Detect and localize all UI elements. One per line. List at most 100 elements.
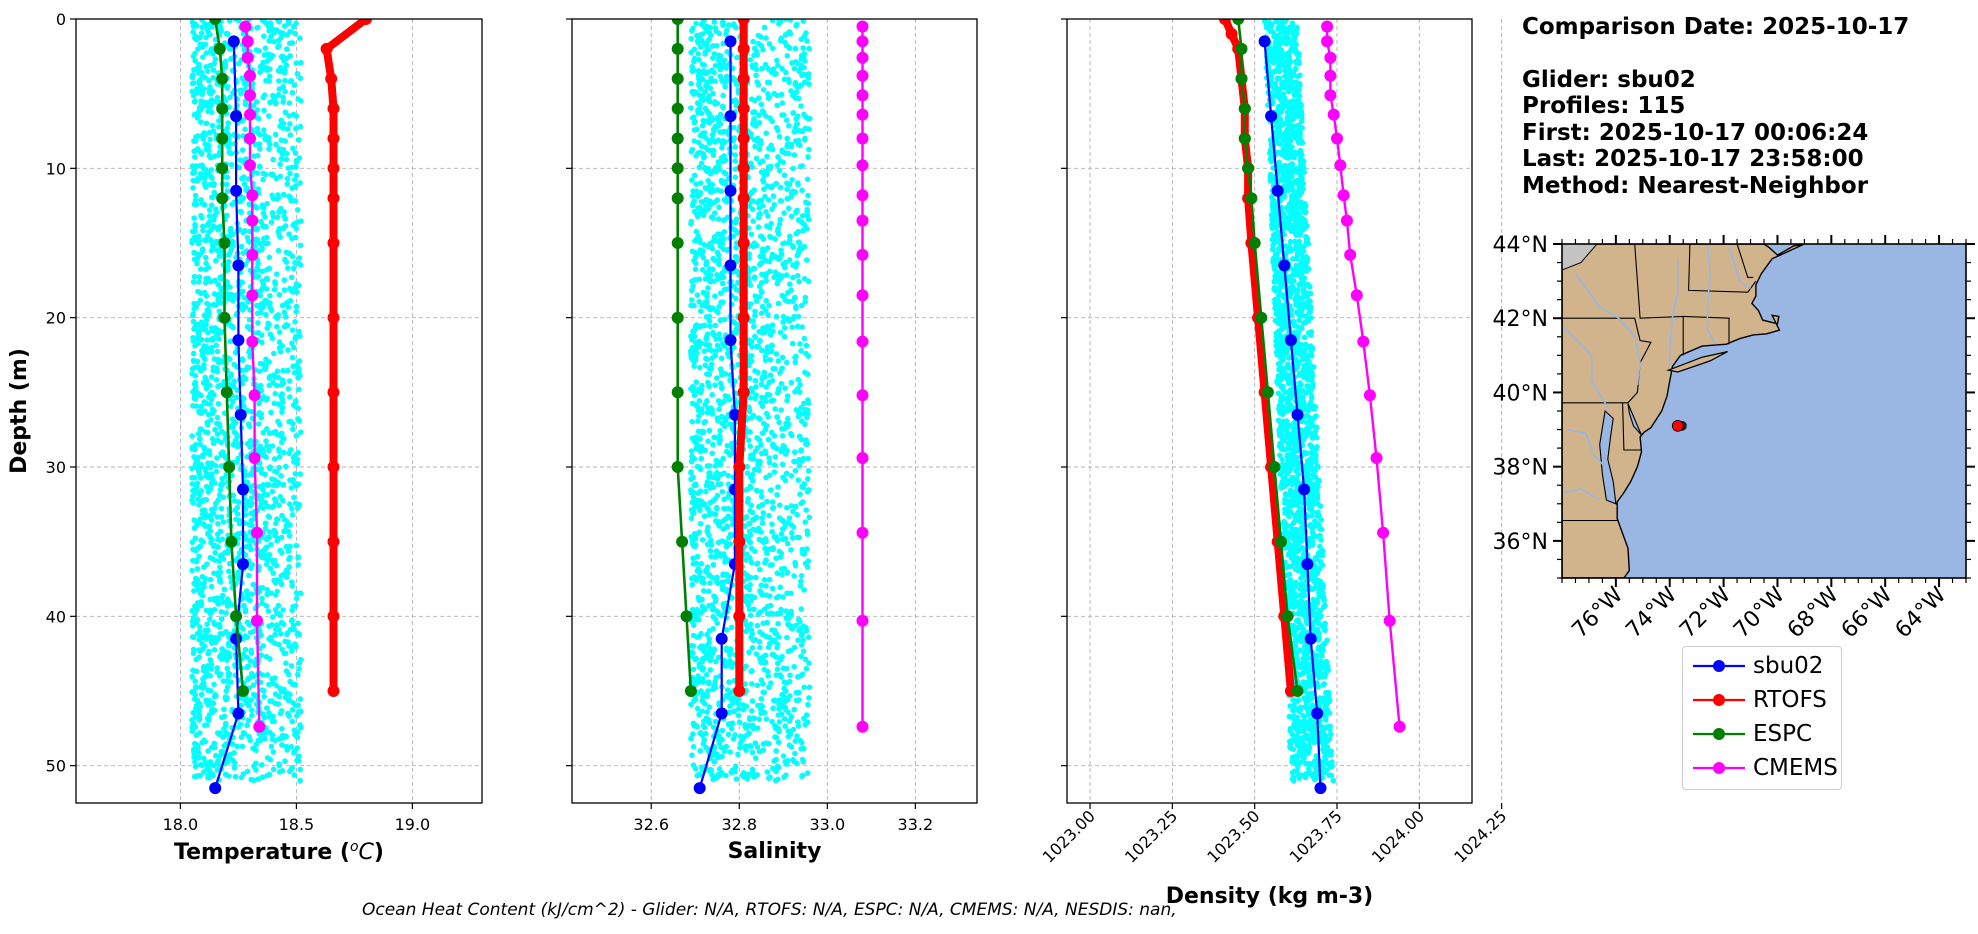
raw-point xyxy=(245,675,252,681)
raw-point xyxy=(805,75,812,81)
raw-point xyxy=(708,78,714,84)
series-point-espc xyxy=(218,237,231,249)
raw-point xyxy=(242,227,248,234)
raw-point xyxy=(292,603,299,609)
raw-point xyxy=(790,756,796,763)
raw-point xyxy=(743,628,749,635)
raw-point xyxy=(286,564,293,570)
raw-point xyxy=(710,266,716,273)
xtick-label: 18.0 xyxy=(163,815,199,834)
raw-point xyxy=(792,750,798,757)
raw-point xyxy=(804,176,811,183)
raw-point xyxy=(789,177,795,183)
raw-point xyxy=(785,298,792,305)
raw-point xyxy=(214,348,221,355)
raw-point xyxy=(776,385,782,392)
series-point-espc xyxy=(671,19,684,25)
raw-point xyxy=(196,279,202,285)
raw-point xyxy=(693,181,699,187)
raw-point xyxy=(784,448,790,454)
raw-point xyxy=(202,739,208,745)
raw-point xyxy=(781,518,787,525)
raw-point xyxy=(713,435,720,441)
raw-point xyxy=(778,35,785,41)
raw-point xyxy=(795,313,802,320)
raw-point xyxy=(218,651,225,658)
raw-point xyxy=(759,515,765,521)
raw-point xyxy=(252,662,258,669)
raw-point xyxy=(695,205,701,211)
raw-point xyxy=(278,534,285,541)
raw-point xyxy=(763,410,770,417)
ylabel-depth: Depth (m) xyxy=(7,348,32,474)
xtick-label: 33.2 xyxy=(898,815,934,834)
raw-point xyxy=(798,302,805,309)
raw-point xyxy=(795,637,801,643)
raw-point xyxy=(715,216,722,222)
raw-point xyxy=(716,406,722,413)
raw-point xyxy=(691,698,697,704)
raw-point xyxy=(799,213,806,219)
raw-point xyxy=(749,698,756,704)
raw-point xyxy=(275,701,282,707)
raw-point xyxy=(249,471,256,478)
raw-point xyxy=(200,769,207,775)
raw-point xyxy=(803,350,809,357)
raw-point xyxy=(706,720,713,727)
raw-point xyxy=(246,316,253,323)
raw-point xyxy=(239,381,246,387)
raw-point xyxy=(278,122,285,128)
raw-point xyxy=(275,247,282,254)
raw-point xyxy=(269,192,275,199)
raw-point xyxy=(247,444,253,450)
series-point-rtofs xyxy=(737,237,750,249)
raw-point xyxy=(206,716,212,722)
raw-point xyxy=(207,554,214,561)
raw-point xyxy=(262,171,269,178)
raw-point xyxy=(760,47,766,53)
raw-point xyxy=(190,80,197,86)
raw-point xyxy=(763,740,769,746)
raw-point xyxy=(714,417,721,424)
raw-point xyxy=(693,20,699,27)
raw-point xyxy=(199,762,205,769)
raw-point xyxy=(197,635,204,641)
series-point-rtofs xyxy=(737,162,750,175)
raw-point xyxy=(202,722,208,728)
raw-point xyxy=(778,251,785,258)
raw-point xyxy=(207,527,213,534)
series-point-rtofs xyxy=(733,685,746,697)
raw-point xyxy=(802,137,808,143)
raw-point xyxy=(707,323,713,330)
raw-point xyxy=(764,153,770,160)
raw-point xyxy=(798,56,805,63)
raw-point xyxy=(704,693,711,699)
raw-point xyxy=(287,28,293,35)
raw-point xyxy=(220,556,227,562)
series-point-sbu02 xyxy=(724,334,737,347)
raw-point xyxy=(698,97,705,103)
raw-point xyxy=(688,448,695,455)
raw-point xyxy=(257,63,264,70)
raw-point xyxy=(756,639,763,645)
raw-point xyxy=(715,159,722,165)
raw-point xyxy=(797,619,803,625)
raw-point xyxy=(209,175,215,181)
raw-point xyxy=(776,419,782,426)
raw-point xyxy=(267,565,274,572)
raw-point xyxy=(704,398,710,404)
raw-point xyxy=(190,689,196,696)
raw-point xyxy=(213,639,219,645)
raw-point xyxy=(226,671,233,677)
raw-point xyxy=(722,157,729,163)
raw-point xyxy=(792,467,799,474)
raw-point xyxy=(804,257,810,263)
raw-point xyxy=(798,348,804,354)
raw-point xyxy=(258,305,264,312)
raw-point xyxy=(758,489,764,495)
raw-point xyxy=(751,137,758,143)
raw-point xyxy=(214,369,221,375)
raw-point xyxy=(744,470,751,476)
raw-point xyxy=(784,53,791,59)
raw-point xyxy=(758,310,765,317)
